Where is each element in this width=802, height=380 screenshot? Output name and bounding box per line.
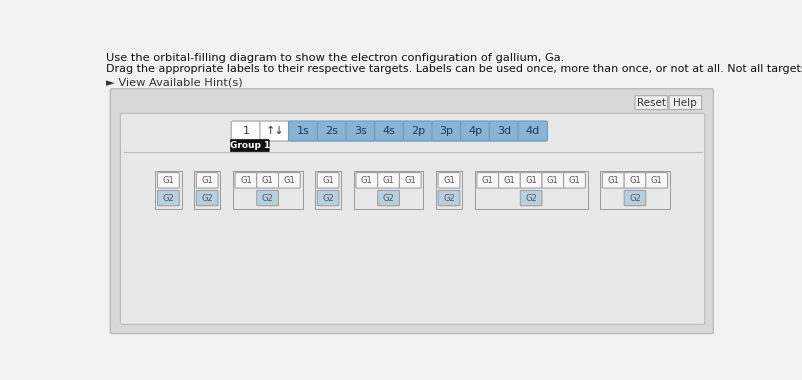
- FancyBboxPatch shape: [158, 190, 180, 206]
- Text: G2: G2: [629, 193, 641, 203]
- FancyBboxPatch shape: [602, 173, 624, 188]
- FancyBboxPatch shape: [318, 121, 346, 141]
- Text: G1: G1: [607, 176, 619, 185]
- Text: 2p: 2p: [411, 126, 425, 136]
- FancyBboxPatch shape: [624, 173, 646, 188]
- Text: 1: 1: [242, 126, 249, 136]
- Text: G1: G1: [201, 176, 213, 185]
- Text: G2: G2: [201, 193, 213, 203]
- FancyBboxPatch shape: [378, 173, 399, 188]
- FancyBboxPatch shape: [257, 190, 278, 206]
- Text: G1: G1: [261, 176, 273, 185]
- Text: G2: G2: [163, 193, 174, 203]
- Text: ↑↓: ↑↓: [265, 126, 284, 136]
- FancyBboxPatch shape: [477, 173, 499, 188]
- Text: G1: G1: [482, 176, 493, 185]
- FancyBboxPatch shape: [432, 121, 461, 141]
- Bar: [354, 171, 423, 209]
- FancyBboxPatch shape: [520, 190, 542, 206]
- Bar: [435, 171, 462, 209]
- FancyBboxPatch shape: [196, 173, 218, 188]
- FancyBboxPatch shape: [120, 113, 705, 325]
- Text: G1: G1: [240, 176, 252, 185]
- Text: G1: G1: [629, 176, 641, 185]
- Text: 4d: 4d: [525, 126, 540, 136]
- Text: 3s: 3s: [354, 126, 367, 136]
- FancyBboxPatch shape: [231, 121, 261, 141]
- Bar: [233, 171, 302, 209]
- Text: G1: G1: [283, 176, 295, 185]
- FancyBboxPatch shape: [624, 190, 646, 206]
- FancyBboxPatch shape: [257, 173, 278, 188]
- Text: G1: G1: [525, 176, 537, 185]
- FancyBboxPatch shape: [669, 96, 702, 109]
- FancyBboxPatch shape: [438, 190, 460, 206]
- Bar: [600, 171, 670, 209]
- FancyBboxPatch shape: [111, 89, 713, 334]
- Text: G1: G1: [569, 176, 581, 185]
- FancyBboxPatch shape: [489, 121, 519, 141]
- FancyBboxPatch shape: [403, 121, 433, 141]
- FancyBboxPatch shape: [635, 96, 667, 109]
- Text: G1: G1: [361, 176, 373, 185]
- Text: G1: G1: [322, 176, 334, 185]
- Text: Use the orbital-filling diagram to show the electron configuration of gallium, G: Use the orbital-filling diagram to show …: [107, 53, 565, 63]
- FancyBboxPatch shape: [375, 121, 404, 141]
- FancyBboxPatch shape: [318, 173, 339, 188]
- Text: G1: G1: [404, 176, 416, 185]
- Text: Reset: Reset: [637, 98, 666, 108]
- Text: G1: G1: [383, 176, 395, 185]
- FancyBboxPatch shape: [356, 173, 378, 188]
- FancyBboxPatch shape: [260, 121, 290, 141]
- FancyBboxPatch shape: [289, 121, 318, 141]
- FancyBboxPatch shape: [230, 139, 269, 152]
- Text: G1: G1: [444, 176, 455, 185]
- Text: G1: G1: [547, 176, 559, 185]
- FancyBboxPatch shape: [235, 173, 257, 188]
- Text: Help: Help: [674, 98, 697, 108]
- Text: G2: G2: [444, 193, 455, 203]
- Text: 4s: 4s: [383, 126, 395, 136]
- Bar: [194, 171, 221, 209]
- Text: Drag the appropriate labels to their respective targets. Labels can be used once: Drag the appropriate labels to their res…: [107, 64, 802, 74]
- Text: 1s: 1s: [297, 126, 310, 136]
- FancyBboxPatch shape: [378, 190, 399, 206]
- Bar: [315, 171, 342, 209]
- Text: G1: G1: [163, 176, 174, 185]
- FancyBboxPatch shape: [196, 190, 218, 206]
- Text: G2: G2: [525, 193, 537, 203]
- Text: Group 1: Group 1: [229, 141, 270, 150]
- Text: G1: G1: [651, 176, 662, 185]
- FancyBboxPatch shape: [278, 173, 300, 188]
- Text: G2: G2: [322, 193, 334, 203]
- FancyBboxPatch shape: [318, 190, 339, 206]
- Text: G1: G1: [504, 176, 516, 185]
- Text: 3p: 3p: [439, 126, 454, 136]
- Text: G2: G2: [383, 193, 395, 203]
- FancyBboxPatch shape: [460, 121, 490, 141]
- Text: 4p: 4p: [468, 126, 483, 136]
- FancyBboxPatch shape: [646, 173, 667, 188]
- FancyBboxPatch shape: [520, 173, 542, 188]
- Bar: [475, 171, 588, 209]
- FancyBboxPatch shape: [158, 173, 180, 188]
- Text: ► View Available Hint(s): ► View Available Hint(s): [107, 78, 243, 88]
- Bar: [156, 171, 181, 209]
- FancyBboxPatch shape: [346, 121, 375, 141]
- FancyBboxPatch shape: [438, 173, 460, 188]
- Text: 3d: 3d: [497, 126, 511, 136]
- FancyBboxPatch shape: [542, 173, 564, 188]
- FancyBboxPatch shape: [499, 173, 520, 188]
- Text: 2s: 2s: [326, 126, 338, 136]
- Text: G2: G2: [261, 193, 273, 203]
- FancyBboxPatch shape: [518, 121, 548, 141]
- FancyBboxPatch shape: [399, 173, 421, 188]
- FancyBboxPatch shape: [564, 173, 585, 188]
